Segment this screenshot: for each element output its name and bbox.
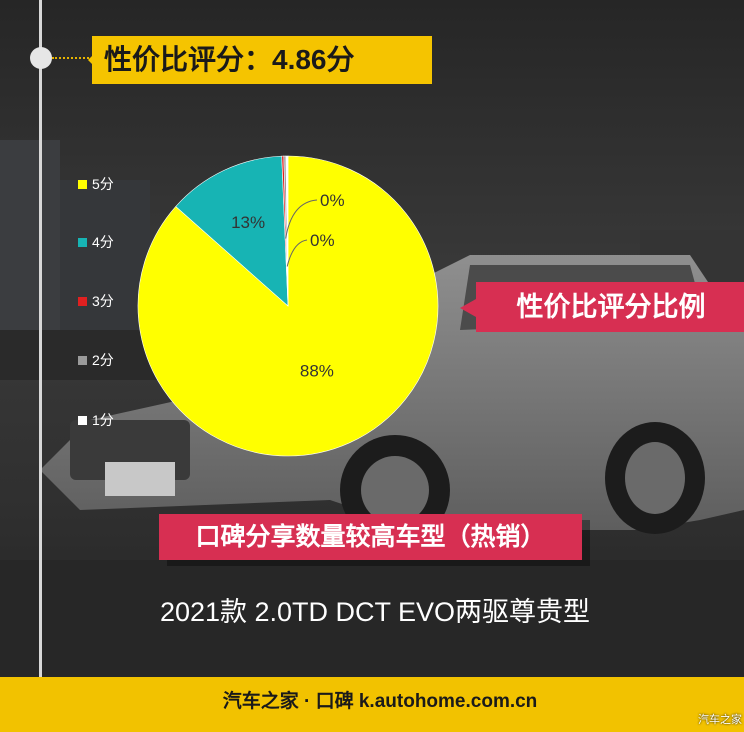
pie-leader-line-3分 <box>285 199 318 239</box>
footer-text: 汽车之家 · 口碑 k.autohome.com.cn <box>222 691 538 712</box>
pie-slice-4分 <box>175 155 289 307</box>
legend-item-3: 3分 <box>78 291 114 311</box>
legend-item-4: 4分 <box>78 232 114 252</box>
ratio-badge-notch <box>460 299 476 317</box>
legend-swatch-5 <box>78 179 87 189</box>
ratio-badge <box>476 282 744 332</box>
legend-item-1: 1分 <box>78 410 114 430</box>
legend-label-4: 4分 <box>92 234 114 250</box>
legend-swatch-3 <box>78 296 87 306</box>
legend-swatch-2 <box>78 355 87 365</box>
legend-item-5: 5分 <box>78 174 114 194</box>
legend-label-5: 5分 <box>92 176 114 192</box>
page-title: 性价比评分：4.86分 <box>104 44 355 75</box>
pie-label-3分: 0% <box>320 191 345 210</box>
footer-bar <box>0 677 744 732</box>
popular-badge-label: 口碑分享数量较高车型（热销） <box>195 523 546 551</box>
pie-label-5分: 88% <box>300 361 334 380</box>
popular-badge <box>159 514 582 560</box>
legend-swatch-4 <box>78 237 87 247</box>
pie-label-4分: 13% <box>231 213 265 232</box>
watermark: 汽车之家 <box>698 714 742 726</box>
legend-label-2: 2分 <box>92 352 114 368</box>
pie-leader-line-2分 <box>286 239 308 267</box>
legend-label-1: 1分 <box>92 412 114 428</box>
timeline-connector <box>52 57 96 59</box>
ratio-badge-label: 性价比评分比例 <box>516 292 706 322</box>
pie-label-2分: 0% <box>310 231 335 250</box>
timeline-dot <box>30 47 52 69</box>
legend-item-2: 2分 <box>78 350 114 370</box>
title-banner <box>92 36 432 84</box>
pie-chart: 88% 13% 0% 0% <box>137 155 439 457</box>
legend-swatch-1 <box>78 415 87 425</box>
timeline-line <box>39 0 42 677</box>
model-name: 2021款 2.0TD DCT EVO两驱尊贵型 <box>159 597 591 627</box>
legend-label-3: 3分 <box>92 293 114 309</box>
